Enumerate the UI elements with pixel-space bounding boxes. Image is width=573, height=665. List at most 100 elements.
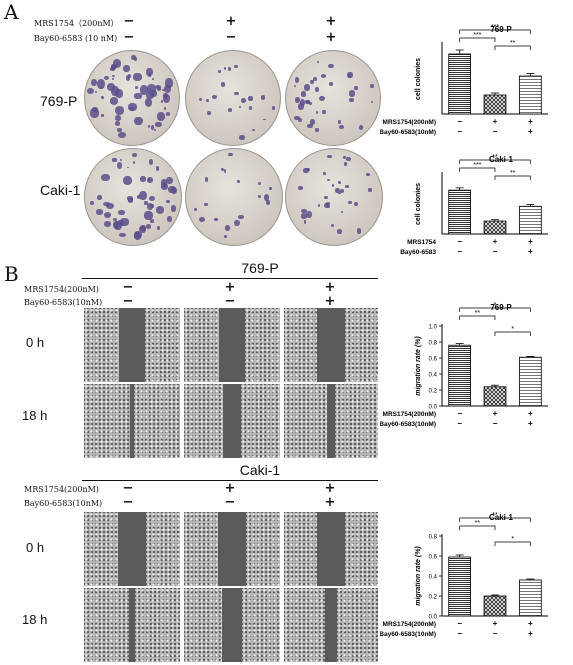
- wound-gap: [325, 588, 337, 662]
- significance-label: **: [510, 40, 516, 47]
- colony-spot: [146, 203, 153, 211]
- treatment-sign: +: [528, 619, 533, 628]
- colony-spot: [322, 172, 326, 175]
- colony-spot: [147, 84, 156, 95]
- bar: [518, 205, 542, 235]
- colony-spot: [155, 84, 162, 89]
- colony-spot: [316, 61, 320, 64]
- wound-image-caki1-0h-mrs1754: [184, 512, 280, 586]
- colony-spot: [105, 202, 114, 210]
- colony-spot: [151, 77, 155, 81]
- colony-spot: [120, 218, 129, 227]
- cell-layer: [241, 384, 280, 458]
- panel-b-caki1-treatment-2-label: Bay60-6583(10nM): [24, 499, 103, 508]
- bar: [448, 189, 472, 235]
- colony-spot: [234, 92, 239, 96]
- colony-spot: [303, 220, 307, 224]
- panel-a-sign: −: [123, 14, 135, 29]
- colony-spot: [305, 100, 311, 104]
- significance-bracket: [459, 315, 496, 320]
- colony-spot: [298, 102, 305, 110]
- colony-spot: [166, 216, 172, 222]
- colony-spot: [365, 172, 370, 176]
- colony-spot: [100, 174, 110, 181]
- colony-dish-769p-combo: [285, 50, 381, 146]
- colony-spot: [103, 76, 110, 81]
- significance-label: **: [492, 512, 498, 519]
- colony-spot: [349, 98, 355, 103]
- colony-spot: [340, 189, 345, 194]
- colony-spot: [271, 105, 276, 110]
- panel-a-sign: +: [225, 14, 237, 29]
- treatment-label: Bay60-6583(10nM): [380, 421, 436, 428]
- cell-layer: [284, 588, 325, 662]
- colony-spot: [198, 97, 203, 102]
- wound-gap: [218, 512, 246, 586]
- colony-spot: [204, 202, 208, 206]
- cell-layer: [284, 512, 317, 586]
- bar: [483, 94, 507, 115]
- panel-b-sign: +: [324, 481, 336, 496]
- wound-image-769p-0h-control: [84, 308, 180, 382]
- colony-spot: [294, 97, 300, 103]
- panel-a-row-label-caki1: Caki-1: [40, 182, 81, 198]
- y-tick-label: 0.6: [429, 357, 438, 363]
- treatment-sign: −: [493, 419, 498, 428]
- colony-dish-caki1-combo: [285, 148, 383, 246]
- treatment-sign: −: [457, 237, 462, 246]
- bar: [518, 75, 542, 115]
- colony-spot: [358, 124, 364, 130]
- colony-spot: [324, 195, 328, 200]
- colony-spot: [338, 191, 341, 194]
- colony-spot: [224, 225, 231, 231]
- colony-spot: [162, 93, 170, 103]
- colony-spot: [100, 96, 104, 99]
- cell-layer: [345, 308, 378, 382]
- colony-spot: [370, 100, 374, 104]
- colony-spot: [146, 68, 153, 77]
- wound-gap: [327, 384, 335, 458]
- treatment-sign: +: [528, 629, 533, 638]
- colony-spot: [148, 196, 156, 202]
- colony-spot: [148, 177, 151, 181]
- y-tick-label: 1.0: [429, 325, 438, 331]
- colony-spot: [268, 186, 272, 190]
- colony-spot: [304, 84, 310, 92]
- y-tick-label: 0.0: [429, 405, 438, 411]
- significance-label: **: [510, 170, 516, 177]
- colony-spot: [123, 175, 133, 186]
- colony-spot: [223, 169, 227, 173]
- colony-spot: [91, 106, 98, 112]
- wound-image-769p-18h-control: [84, 384, 180, 458]
- colony-spot: [367, 188, 372, 192]
- chart-caki1-migration: Caki-1 migration rate (%) 0.0 0.2 0.4 0.6 0.8 *…: [380, 512, 548, 638]
- colony-spot: [315, 128, 320, 132]
- chart-title: Caki-1: [489, 513, 514, 522]
- panel-b-sign: +: [324, 280, 336, 295]
- cell-layer: [245, 308, 280, 382]
- y-tick-label: 0.2: [429, 595, 438, 601]
- colony-spot: [100, 114, 105, 117]
- colony-spot: [348, 201, 352, 204]
- cell-layer: [242, 588, 280, 662]
- colony-spot: [346, 156, 351, 162]
- panel-b-sign: −: [224, 495, 236, 510]
- colony-spot: [239, 135, 245, 140]
- colony-spot: [126, 75, 131, 81]
- panel-b-caki1-row-18h: 18 h: [22, 612, 48, 627]
- significance-bracket: [459, 167, 496, 172]
- colony-spot: [148, 88, 152, 91]
- cell-layer: [184, 384, 223, 458]
- cell-layer: [345, 512, 378, 586]
- colony-spot: [220, 167, 224, 171]
- colony-spot: [224, 234, 227, 239]
- wound-gap: [130, 384, 134, 458]
- colony-spot: [155, 122, 162, 128]
- colony-spot: [171, 205, 177, 212]
- colony-dish-769p-mrs1754: [185, 50, 281, 146]
- wound-image-769p-0h-mrs1754: [184, 308, 280, 382]
- treatment-sign: −: [493, 127, 498, 136]
- wound-gap: [317, 308, 345, 382]
